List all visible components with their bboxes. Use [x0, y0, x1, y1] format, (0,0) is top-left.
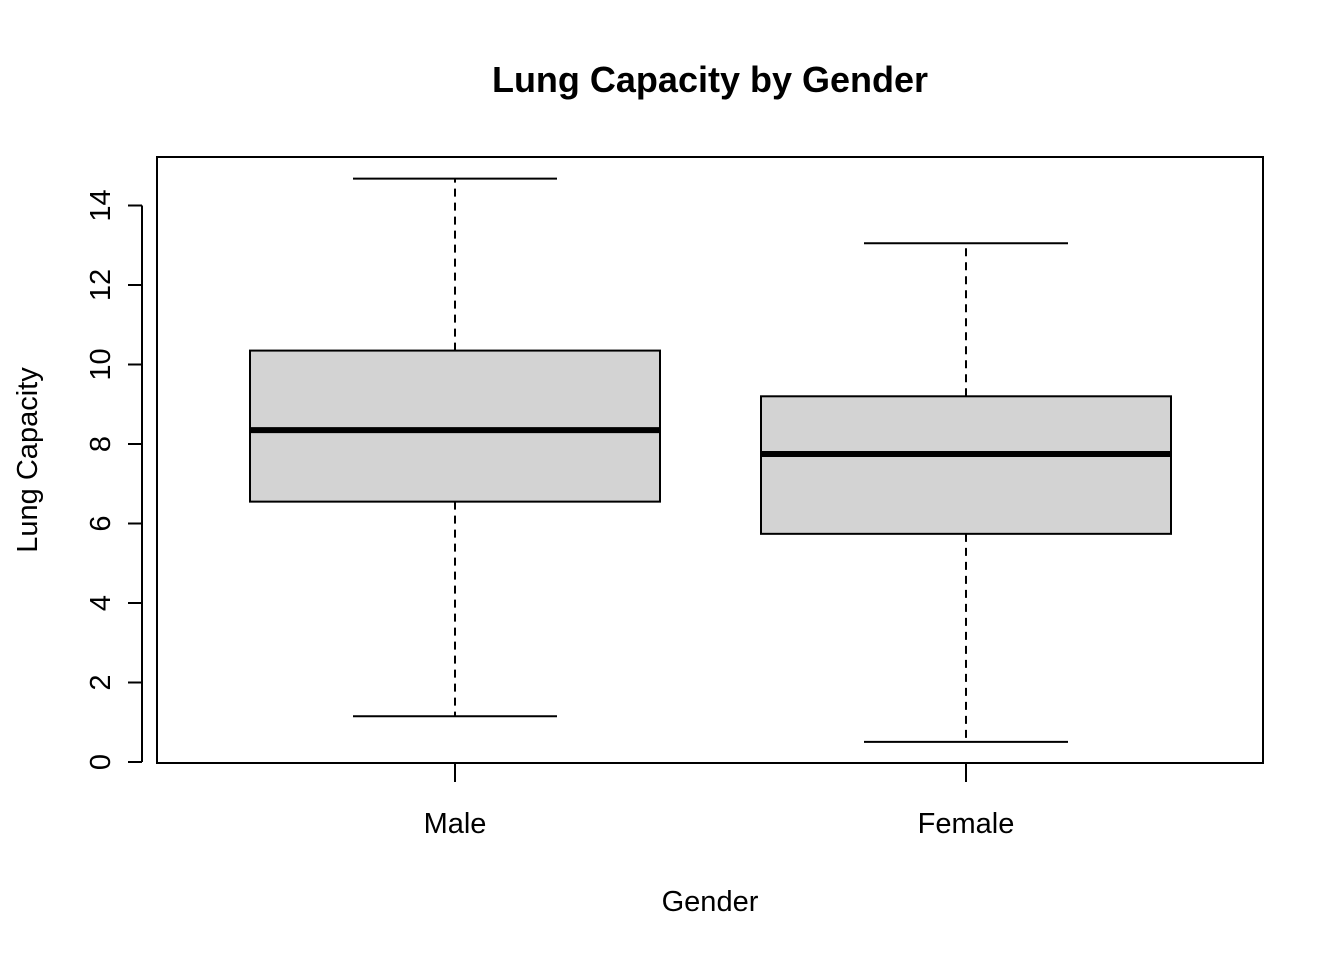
- y-axis-label: Lung Capacity: [12, 367, 44, 553]
- iqr-box: [760, 395, 1172, 535]
- y-tick-label: 0: [85, 754, 117, 770]
- y-tick-label: 12: [85, 269, 117, 301]
- box-series: [249, 177, 1172, 743]
- y-axis: 0 2 4 6 8 10 12 14: [85, 189, 143, 770]
- chart-title: Lung Capacity by Gender: [492, 59, 928, 100]
- y-tick-label: 8: [85, 436, 117, 452]
- plot-area-frame: [156, 156, 1264, 764]
- x-axis-label: Gender: [662, 886, 759, 918]
- y-tick-label: 14: [85, 189, 117, 221]
- x-axis: Male Female: [424, 763, 1015, 840]
- x-tick-label: Male: [424, 808, 487, 840]
- y-tick-label: 6: [85, 515, 117, 531]
- y-tick-label: 4: [85, 595, 117, 611]
- box-group: [760, 242, 1172, 743]
- y-tick-label: 2: [85, 674, 117, 690]
- x-tick-label: Female: [918, 808, 1015, 840]
- iqr-box: [249, 349, 661, 503]
- y-tick-label: 10: [85, 348, 117, 380]
- box-group: [249, 177, 661, 718]
